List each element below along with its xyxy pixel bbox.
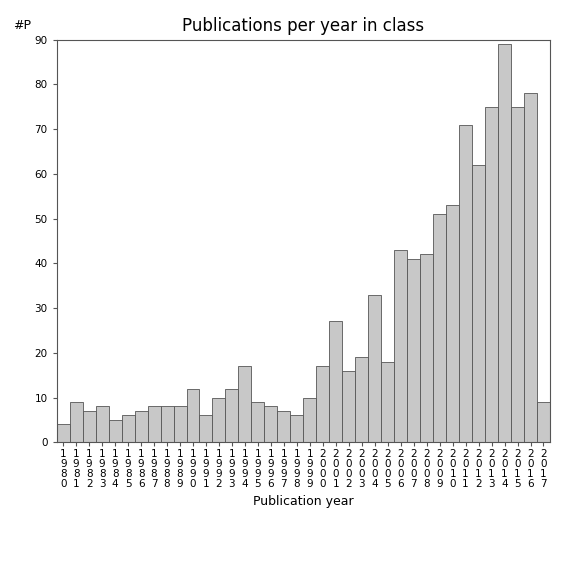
X-axis label: Publication year: Publication year: [253, 495, 354, 508]
Bar: [316, 366, 329, 442]
Bar: [485, 107, 498, 442]
Bar: [57, 424, 70, 442]
Bar: [83, 411, 96, 442]
Bar: [251, 402, 264, 442]
Bar: [498, 44, 511, 442]
Bar: [187, 388, 200, 442]
Bar: [239, 366, 251, 442]
Bar: [537, 402, 550, 442]
Bar: [381, 362, 394, 442]
Bar: [70, 402, 83, 442]
Bar: [226, 388, 239, 442]
Bar: [200, 416, 213, 442]
Bar: [134, 411, 147, 442]
Bar: [446, 205, 459, 442]
Bar: [472, 165, 485, 442]
Bar: [303, 397, 316, 442]
Title: Publications per year in class: Publications per year in class: [182, 18, 425, 35]
Bar: [109, 420, 121, 442]
Y-axis label: #P: #P: [13, 19, 31, 32]
Bar: [277, 411, 290, 442]
Bar: [174, 407, 187, 442]
Bar: [147, 407, 160, 442]
Bar: [356, 357, 368, 442]
Bar: [96, 407, 109, 442]
Bar: [368, 295, 381, 442]
Bar: [407, 259, 420, 442]
Bar: [524, 94, 537, 442]
Bar: [160, 407, 174, 442]
Bar: [342, 371, 356, 442]
Bar: [433, 214, 446, 442]
Bar: [290, 416, 303, 442]
Bar: [394, 250, 407, 442]
Bar: [264, 407, 277, 442]
Bar: [511, 107, 524, 442]
Bar: [420, 255, 433, 442]
Bar: [121, 416, 134, 442]
Bar: [329, 321, 342, 442]
Bar: [459, 125, 472, 442]
Bar: [213, 397, 226, 442]
